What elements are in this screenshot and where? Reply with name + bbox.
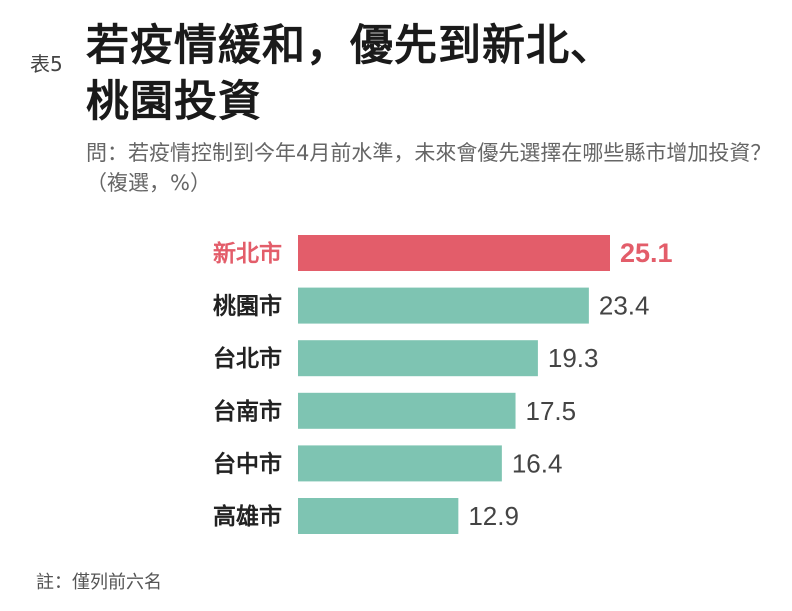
chart-title-line-2: 桃園投資: [86, 77, 262, 127]
category-label-5: 台中市: [213, 450, 282, 477]
category-label-2: 桃園市: [213, 293, 282, 320]
chart-title-line-1: 若疫情緩和，優先到新北、: [86, 21, 614, 71]
category-label-4: 台南市: [213, 398, 282, 425]
category-label-3: 台北市: [213, 345, 282, 372]
bar-3: [298, 340, 538, 377]
bar-1: [298, 235, 610, 271]
value-label-6: 12.9: [468, 501, 519, 531]
chart-header: 表5 若疫情緩和，優先到新北、 桃園投資 問：若疫情控制到今年4月前水準，未來會…: [30, 18, 771, 198]
footnote: 註：僅列前六名: [36, 572, 162, 593]
value-label-3: 19.3: [548, 343, 599, 373]
category-label-6: 高雄市: [213, 503, 282, 530]
value-label-5: 16.4: [512, 448, 563, 478]
chart-title: 若疫情緩和，優先到新北、 桃園投資: [86, 18, 770, 130]
title-row: 表5 若疫情緩和，優先到新北、 桃園投資: [30, 18, 770, 130]
bar-4: [298, 392, 516, 429]
bar-6: [298, 498, 459, 534]
bar-2: [298, 287, 589, 324]
value-label-4: 17.5: [526, 396, 577, 426]
value-label-2: 23.4: [599, 291, 650, 321]
survey-question: 問：若疫情控制到今年4月前水準，未來會優先選擇在哪些縣市增加投資？（複選，%）: [86, 141, 772, 195]
table-number: 表5: [30, 52, 63, 76]
bar-5: [298, 445, 502, 482]
category-label-1: 新北市: [213, 240, 282, 267]
value-label-1: 25.1: [620, 238, 673, 268]
